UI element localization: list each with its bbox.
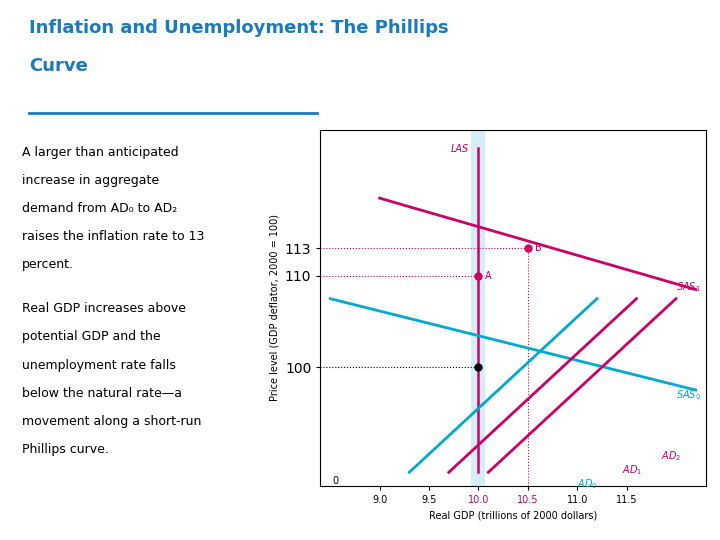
Text: Curve: Curve — [29, 57, 88, 75]
Text: demand from AD₀ to AD₂: demand from AD₀ to AD₂ — [22, 202, 177, 215]
Y-axis label: Price level (GDP deflator, 2000 = 100): Price level (GDP deflator, 2000 = 100) — [269, 214, 279, 401]
Text: A: A — [485, 271, 492, 281]
X-axis label: Real GDP (trillions of 2000 dollars): Real GDP (trillions of 2000 dollars) — [429, 511, 597, 521]
Text: $AD_2$: $AD_2$ — [661, 449, 681, 463]
Text: percent.: percent. — [22, 258, 73, 271]
Text: Inflation and Unemployment: The Phillips: Inflation and Unemployment: The Phillips — [29, 19, 449, 37]
Text: raises the inflation rate to 13: raises the inflation rate to 13 — [22, 230, 204, 243]
Text: Phillips curve.: Phillips curve. — [22, 443, 109, 456]
Text: LAS: LAS — [451, 144, 469, 154]
Text: $SAS_0$: $SAS_0$ — [676, 388, 701, 402]
Text: increase in aggregate: increase in aggregate — [22, 174, 158, 187]
Text: B: B — [535, 243, 541, 253]
Text: A larger than anticipated: A larger than anticipated — [22, 146, 179, 159]
Text: Real GDP increases above: Real GDP increases above — [22, 302, 186, 315]
Text: 0: 0 — [332, 476, 338, 486]
Text: movement along a short-run: movement along a short-run — [22, 415, 201, 428]
Text: $AD_1$: $AD_1$ — [621, 463, 642, 477]
Text: $AD_0$: $AD_0$ — [577, 477, 598, 491]
Text: unemployment rate falls: unemployment rate falls — [22, 359, 176, 372]
Text: $SAS_1$: $SAS_1$ — [676, 280, 701, 294]
Text: potential GDP and the: potential GDP and the — [22, 330, 161, 343]
Text: below the natural rate—a: below the natural rate—a — [22, 387, 181, 400]
